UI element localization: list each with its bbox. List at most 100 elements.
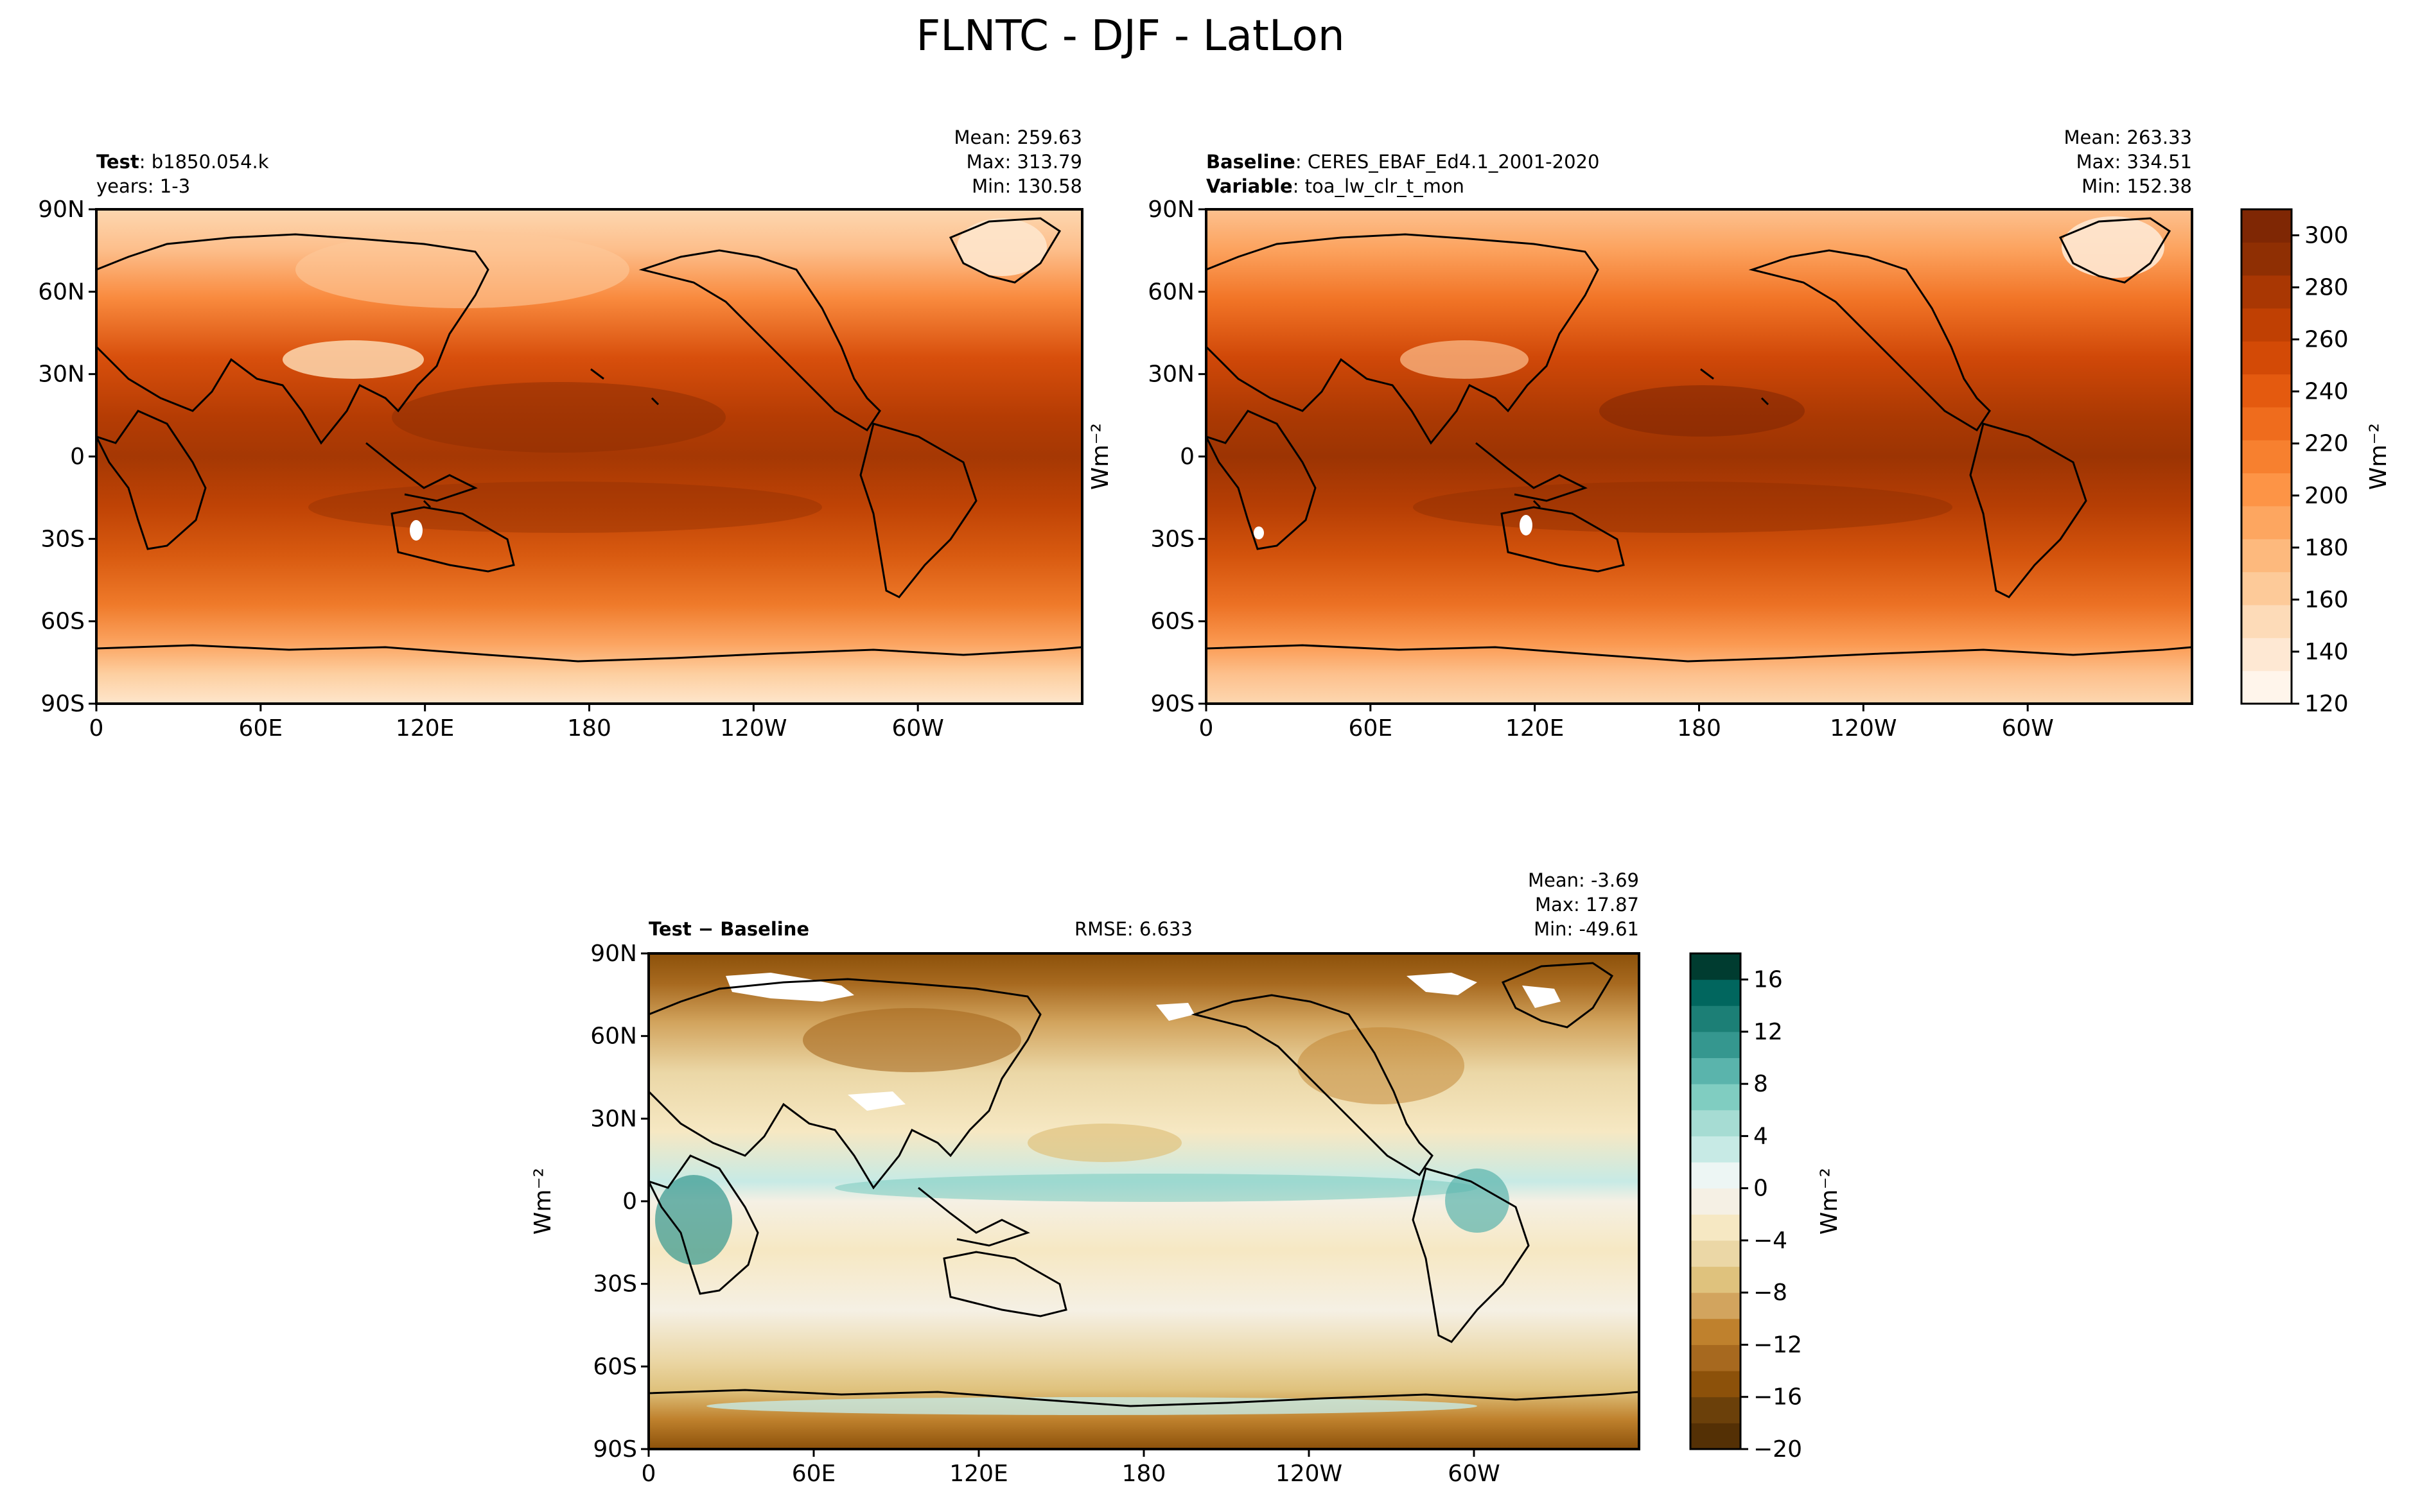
colorbar-top-swatch <box>2241 275 2292 309</box>
diff-stat-max: Max: 17.87 <box>1535 894 1639 916</box>
colorbar-top-swatch <box>2241 209 2292 243</box>
diff-lat-label: 30N <box>590 1106 637 1132</box>
colorbar-top-swatch <box>2241 341 2292 375</box>
colorbar-diff-tick-label: −12 <box>1753 1332 1802 1358</box>
diff-panel: Test − Baseline RMSE: 6.633 Mean: -3.69 … <box>530 869 1640 1450</box>
colorbar-diff-swatch <box>1690 1162 1740 1189</box>
colorbar-diff-swatch <box>1690 1292 1740 1319</box>
test-map <box>96 209 1082 704</box>
diff-lon-label: 60W <box>1448 1461 1500 1487</box>
colorbar-diff-swatch <box>1690 979 1740 1006</box>
baseline-lat-label: 60S <box>1150 609 1195 635</box>
colorbar-top-label: Wm⁻² <box>2365 423 2392 490</box>
test-siberia <box>295 231 629 308</box>
figure-title: FLNTC - DJF - LatLon <box>916 11 1344 60</box>
diff-south-america-teal <box>1445 1169 1509 1233</box>
baseline-tibet <box>1400 340 1529 379</box>
diff-lat-label: 0 <box>622 1188 637 1215</box>
colorbar-diff-swatch <box>1690 1136 1740 1163</box>
baseline-lon-label: 180 <box>1677 715 1721 742</box>
baseline-africa-hole <box>1254 526 1264 539</box>
baseline-ylabel: Wm⁻² <box>1087 423 1114 490</box>
baseline-subtropical-high <box>1599 385 1805 437</box>
test-lon-label: 60E <box>239 715 283 742</box>
diff-lat-label: 60S <box>593 1353 637 1380</box>
baseline-variable-value: toa_lw_clr_t_mon <box>1305 175 1464 197</box>
test-lon-label: 0 <box>89 715 104 742</box>
baseline-stat-max: Max: 334.51 <box>2076 151 2192 173</box>
test-lat-label: 0 <box>70 444 85 470</box>
colorbar-diff-swatch <box>1690 1031 1740 1059</box>
colorbar-diff-swatch <box>1690 1084 1740 1111</box>
colorbar-diff-tick-label: −4 <box>1753 1228 1787 1254</box>
baseline-lon-label: 120E <box>1505 715 1564 742</box>
test-lat-label: 30N <box>38 361 85 388</box>
colorbar-diff-tick-label: −8 <box>1753 1280 1787 1306</box>
colorbar-diff-tick-label: 8 <box>1753 1071 1768 1097</box>
baseline-field <box>1206 209 2192 704</box>
colorbar-top-swatch <box>2241 440 2292 474</box>
colorbar-top-swatch <box>2241 638 2292 672</box>
colorbar-top-swatch <box>2241 242 2292 276</box>
diff-rmse: RMSE: 6.633 <box>1074 918 1193 940</box>
test-years: years: 1-3 <box>96 175 190 197</box>
test-lat-label: 90S <box>40 691 85 717</box>
colorbar-top-swatch <box>2241 407 2292 440</box>
diff-stat-mean: Mean: -3.69 <box>1528 869 1639 891</box>
baseline-stat-mean: Mean: 263.33 <box>2064 126 2192 148</box>
diff-lat-label: 30S <box>593 1271 637 1298</box>
baseline-lon-label: 60W <box>2001 715 2053 742</box>
diff-lon-label: 120E <box>949 1461 1008 1487</box>
baseline-lat-label: 30N <box>1148 361 1195 388</box>
baseline-lat-label: 30S <box>1150 526 1195 552</box>
test-lon-label: 120E <box>396 715 454 742</box>
colorbar-top-tick-label: 280 <box>2304 275 2349 301</box>
diff-lon-label: 180 <box>1122 1461 1166 1487</box>
baseline-variable-bold: Variable <box>1206 175 1293 197</box>
colorbar-top-swatch <box>2241 605 2292 638</box>
colorbar-diff-tick-label: −20 <box>1753 1436 1802 1463</box>
diff-stat-min: Min: -49.61 <box>1534 918 1639 940</box>
test-coastlines <box>96 217 1082 663</box>
test-lon-label: 180 <box>567 715 611 742</box>
colorbar-top-tick-label: 240 <box>2304 379 2349 405</box>
test-stat-mean: Mean: 259.63 <box>954 126 1082 148</box>
test-panel: Test: b1850.054.k years: 1-3 Mean: 259.6… <box>95 126 1083 705</box>
diff-africa-teal <box>655 1175 732 1265</box>
colorbar-diff-swatch <box>1690 953 1740 980</box>
colorbar-diff-swatch <box>1690 1188 1740 1215</box>
baseline-greenland <box>2062 216 2164 278</box>
baseline-label-colon: : <box>1295 151 1308 173</box>
test-lon-label: 120W <box>720 715 787 742</box>
baseline-lat-label: 90N <box>1148 196 1195 223</box>
colorbar-diff-swatch <box>1690 1214 1740 1241</box>
colorbar-diff-swatch <box>1690 1057 1740 1084</box>
baseline-stat-min: Min: 152.38 <box>2082 175 2192 197</box>
baseline-lat-label: 0 <box>1180 444 1195 470</box>
baseline-lat-label: 60N <box>1148 279 1195 305</box>
baseline-variable-colon: : <box>1293 175 1305 197</box>
colorbar-diff-tick-label: 0 <box>1753 1176 1768 1202</box>
test-lat-label: 30S <box>40 526 85 552</box>
test-lat-label: 60N <box>38 279 85 305</box>
test-australia-hole <box>410 520 423 541</box>
colorbar-top-tick-label: 260 <box>2304 327 2349 353</box>
diff-pacific-brown <box>1028 1124 1182 1162</box>
test-stat-max: Max: 313.79 <box>967 151 1082 173</box>
diff-equatorial-band <box>835 1174 1477 1202</box>
colorbar-top-tick-label: 140 <box>2304 639 2349 665</box>
test-label: Test: b1850.054.k <box>96 151 269 173</box>
test-stat-min: Min: 130.58 <box>972 175 1082 197</box>
colorbar-diff-swatch <box>1690 1318 1740 1345</box>
baseline-australia-hole <box>1520 515 1532 535</box>
diff-lat-label: 90S <box>593 1436 637 1463</box>
colorbar-top-swatch <box>2241 506 2292 539</box>
test-warm-pool <box>392 382 726 453</box>
colorbar-diff-swatch <box>1690 1240 1740 1267</box>
test-label-value: b1850.054.k <box>152 151 269 173</box>
diff-asia-brown <box>803 1008 1021 1072</box>
test-lon-label: 60W <box>891 715 943 742</box>
baseline-lon-label: 120W <box>1830 715 1897 742</box>
